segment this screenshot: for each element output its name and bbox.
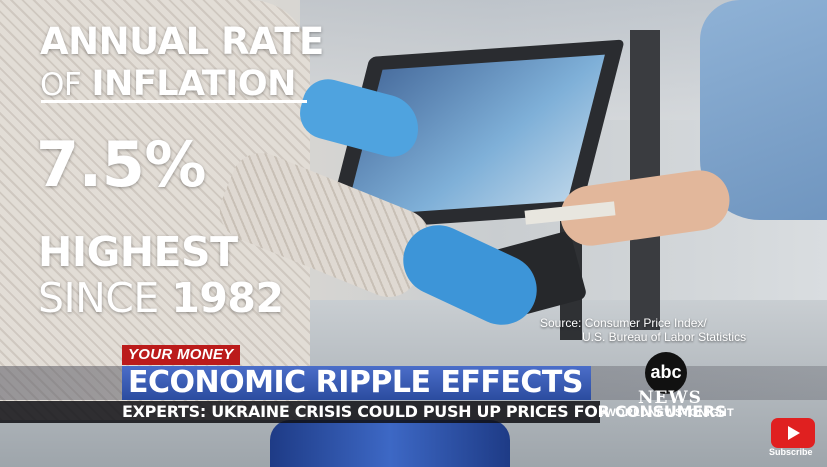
show-hashtag: #WORLDNEWSTONIGHT [599, 407, 735, 419]
subscribe-label: Subscribe [769, 447, 813, 457]
title-underline [41, 100, 307, 103]
subheadline-bar [0, 401, 600, 423]
highest-label: HIGHEST [38, 228, 238, 276]
since-label: SINCE [38, 274, 159, 322]
news-wordmark: NEWS [638, 388, 702, 408]
since-year: 1982 [171, 274, 284, 322]
graphic-title-of: OF [40, 67, 82, 103]
source-credit: Source: Consumer Price Index/ U.S. Burea… [540, 316, 746, 344]
inflation-rate: 7.5% [36, 128, 206, 201]
source-line2: U.S. Bureau of Labor Statistics [582, 330, 747, 344]
abc-logo: abc [645, 352, 687, 394]
graphic-title-line2: OF INFLATION [40, 64, 296, 104]
subheadline-text: EXPERTS: UKRAINE CRISIS COULD PUSH UP PR… [122, 402, 727, 421]
subscribe-button[interactable]: Subscribe [769, 418, 815, 458]
since-year-line: SINCE 1982 [38, 274, 284, 322]
graphic-title-line1: ANNUAL RATE [40, 20, 324, 63]
headline-banner: ECONOMIC RIPPLE EFFECTS [122, 366, 591, 400]
youtube-play-icon [771, 418, 815, 448]
chip-bag [270, 420, 510, 467]
lower-third: YOUR MONEY ECONOMIC RIPPLE EFFECTS EXPER… [0, 345, 827, 423]
graphic-title-inflation: INFLATION [91, 64, 297, 104]
kicker-label: YOUR MONEY [122, 345, 240, 365]
source-line1: Source: Consumer Price Index/ [540, 316, 707, 330]
